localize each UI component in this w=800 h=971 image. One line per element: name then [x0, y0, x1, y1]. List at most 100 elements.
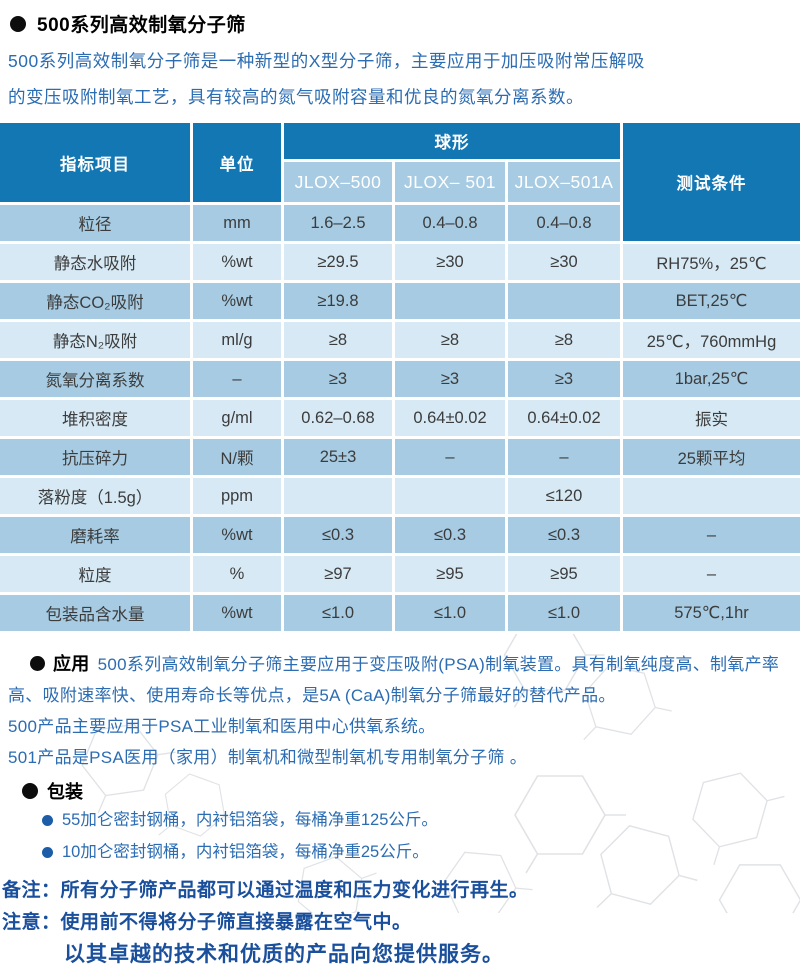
- cell-value: 0.64±0.02: [508, 400, 620, 436]
- header-item: 指标项目: [0, 123, 190, 202]
- header-test-condition: 测试条件: [623, 123, 800, 241]
- cell-item: 粒度: [0, 556, 190, 592]
- cell-unit: g/ml: [193, 400, 281, 436]
- cell-condition: 25℃，760mmHg: [623, 322, 800, 358]
- cell-item: 堆积密度: [0, 400, 190, 436]
- cell-item: 静态水吸附: [0, 244, 190, 280]
- cell-unit: mm: [193, 205, 281, 241]
- header-shape-group: 球形: [284, 123, 620, 159]
- cell-value: 0.4–0.8: [508, 205, 620, 241]
- cell-value: ≤1.0: [508, 595, 620, 631]
- intro-line-1: 500系列高效制氧分子筛是一种新型的X型分子筛，主要应用于加压吸附常压解吸: [8, 51, 645, 71]
- slogan-line: 以其卓越的技术和优质的产品向您提供服务。: [64, 943, 504, 966]
- cell-value: –: [508, 439, 620, 475]
- intro-line-2: 的变压吸附制氧工艺，具有较高的氮气吸附容量和优良的氮氧分离系数。: [8, 87, 584, 107]
- cell-unit: %wt: [193, 244, 281, 280]
- cell-condition: RH75%，25℃: [623, 244, 800, 280]
- cell-unit: ppm: [193, 478, 281, 514]
- cell-value: ≥3: [284, 361, 392, 397]
- application-label: 应用: [53, 654, 90, 674]
- cell-value: ≥30: [508, 244, 620, 280]
- cell-condition: [623, 478, 800, 514]
- table-row-packaged-moisture: 包装品含水量 %wt ≤1.0 ≤1.0 ≤1.0 575℃,1hr: [0, 595, 800, 631]
- cell-value: [395, 283, 505, 319]
- packaging-header: 包装: [22, 778, 800, 804]
- table-row-attrition-rate: 磨耗率 %wt ≤0.3 ≤0.3 ≤0.3 –: [0, 517, 800, 553]
- packaging-item-text: 10加仑密封钢桶，内衬铝箔袋，每桶净重25公斤。: [62, 843, 429, 861]
- cell-value: ≥8: [395, 322, 505, 358]
- cell-unit: %wt: [193, 595, 281, 631]
- header-product-jlox-501a: JLOX–501A: [508, 162, 620, 202]
- cell-item: 静态CO₂吸附: [0, 283, 190, 319]
- application-line-500: 500产品主要应用于PSA工业制氧和医用中心供氧系统。: [8, 717, 436, 736]
- cell-item: 粒径: [0, 205, 190, 241]
- table-row-particle-size: 粒径 mm 1.6–2.5 0.4–0.8 0.4–0.8: [0, 205, 800, 241]
- cell-condition: 1bar,25℃: [623, 361, 800, 397]
- page-title-row: 500系列高效制氧分子筛: [0, 0, 800, 37]
- intro-paragraph: 500系列高效制氧分子筛是一种新型的X型分子筛，主要应用于加压吸附常压解吸 的变…: [0, 43, 800, 115]
- table-row-dust-level: 落粉度（1.5g） ppm ≤120: [0, 478, 800, 514]
- spec-table: 指标项目 单位 球形 测试条件 JLOX–500 JLOX– 501 JLOX–…: [0, 123, 800, 634]
- table-header-row-1: 指标项目 单位 球形 测试条件: [0, 123, 800, 241]
- table-row-granularity: 粒度 % ≥97 ≥95 ≥95 –: [0, 556, 800, 592]
- cell-value: ≤1.0: [284, 595, 392, 631]
- remark-line: 备注：所有分子筛产品都可以通过温度和压力变化进行再生。: [2, 880, 529, 901]
- cell-unit: %: [193, 556, 281, 592]
- cell-value: –: [395, 439, 505, 475]
- cell-item: 氮氧分离系数: [0, 361, 190, 397]
- table-row-static-n2-adsorption: 静态N₂吸附 ml/g ≥8 ≥8 ≥8 25℃，760mmHg: [0, 322, 800, 358]
- cell-value: ≥8: [284, 322, 392, 358]
- cell-condition: 振实: [623, 400, 800, 436]
- cell-condition: –: [623, 517, 800, 553]
- cell-value: 0.62–0.68: [284, 400, 392, 436]
- cell-value: ≤0.3: [284, 517, 392, 553]
- header-product-jlox-500: JLOX–500: [284, 162, 392, 202]
- cell-value: 0.64±0.02: [395, 400, 505, 436]
- cell-value: [395, 478, 505, 514]
- cell-value: 25±3: [284, 439, 392, 475]
- table-row-bulk-density: 堆积密度 g/ml 0.62–0.68 0.64±0.02 0.64±0.02 …: [0, 400, 800, 436]
- notes-section: 备注：所有分子筛产品都可以通过温度和压力变化进行再生。 注意：使用前不得将分子筛…: [0, 875, 800, 971]
- application-text: 500系列高效制氧分子筛主要应用于变压吸附(PSA)制氧装置。具有制氧纯度高、制…: [8, 655, 780, 705]
- packaging-bullet-icon: [22, 783, 38, 799]
- cell-item: 落粉度（1.5g）: [0, 478, 190, 514]
- cell-item: 静态N₂吸附: [0, 322, 190, 358]
- cell-value: ≥3: [508, 361, 620, 397]
- header-product-jlox-501: JLOX– 501: [395, 162, 505, 202]
- cell-value: [508, 283, 620, 319]
- cell-unit: %wt: [193, 283, 281, 319]
- application-bullet-icon: [30, 656, 45, 671]
- cell-item: 磨耗率: [0, 517, 190, 553]
- caution-line: 注意：使用前不得将分子筛直接暴露在空气中。: [2, 912, 412, 933]
- cell-value: ≥3: [395, 361, 505, 397]
- header-unit: 单位: [193, 123, 281, 202]
- cell-value: ≤120: [508, 478, 620, 514]
- application-line-501: 501产品是PSA医用（家用）制氧机和微型制氧机专用制氧分子筛 。: [8, 748, 528, 767]
- table-row-n2-o2-separation: 氮氧分离系数 – ≥3 ≥3 ≥3 1bar,25℃: [0, 361, 800, 397]
- cell-unit: %wt: [193, 517, 281, 553]
- cell-value: ≥8: [508, 322, 620, 358]
- cell-condition: 575℃,1hr: [623, 595, 800, 631]
- cell-value: 1.6–2.5: [284, 205, 392, 241]
- cell-value: ≥95: [395, 556, 505, 592]
- cell-value: ≥97: [284, 556, 392, 592]
- cell-value: ≤0.3: [508, 517, 620, 553]
- list-bullet-icon: [42, 814, 53, 826]
- cell-condition: 25颗平均: [623, 439, 800, 475]
- page-title: 500系列高效制氧分子筛: [37, 15, 246, 36]
- packaging-item-text: 55加仑密封钢桶，内衬铝箔袋，每桶净重125公斤。: [62, 811, 438, 829]
- table-row-crush-strength: 抗压碎力 N/颗 25±3 – – 25颗平均: [0, 439, 800, 475]
- cell-item: 包装品含水量: [0, 595, 190, 631]
- cell-condition: BET,25℃: [623, 283, 800, 319]
- cell-unit: N/颗: [193, 439, 281, 475]
- table-header-row-2: JLOX–500 JLOX– 501 JLOX–501A: [0, 162, 800, 202]
- table-row-static-co2-adsorption: 静态CO₂吸附 %wt ≥19.8 BET,25℃: [0, 283, 800, 319]
- cell-value: ≥95: [508, 556, 620, 592]
- packaging-item-10gal: 10加仑密封钢桶，内衬铝箔袋，每桶净重25公斤。: [42, 836, 800, 868]
- cell-value: 0.4–0.8: [395, 205, 505, 241]
- cell-value: [284, 478, 392, 514]
- cell-value: ≥19.8: [284, 283, 392, 319]
- spec-table-wrap: 指标项目 单位 球形 测试条件 JLOX–500 JLOX– 501 JLOX–…: [0, 123, 800, 635]
- cell-condition: –: [623, 556, 800, 592]
